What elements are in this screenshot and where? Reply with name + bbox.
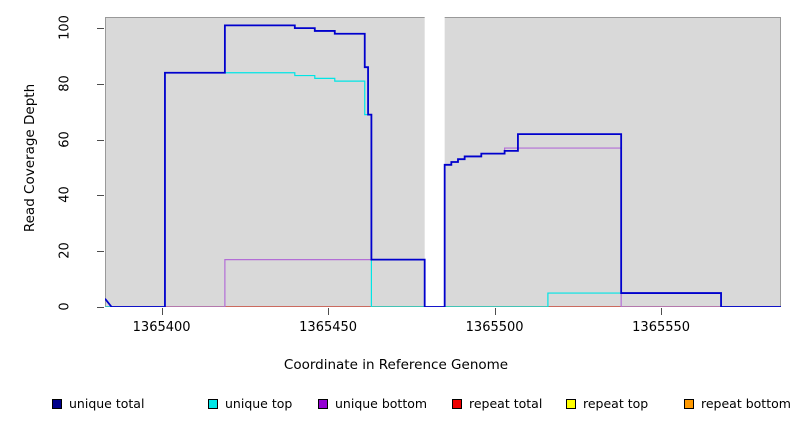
legend-label: unique total (69, 396, 145, 411)
legend-label: repeat total (469, 396, 543, 411)
legend-label: unique top (225, 396, 293, 411)
x-tick-label: 1365500 (465, 320, 524, 335)
legend-item-unique-total[interactable]: unique total (52, 396, 145, 411)
legend-swatch-icon (208, 399, 218, 409)
y-tick-label: 80 (57, 75, 73, 92)
x-tick-mark (494, 308, 496, 315)
y-tick-label: 0 (57, 302, 73, 311)
legend-item-unique-bottom[interactable]: unique bottom (318, 396, 428, 411)
legend-swatch-icon (52, 399, 62, 409)
legend-item-unique-top[interactable]: unique top (208, 396, 293, 411)
y-tick-label: 100 (57, 15, 73, 41)
plot-area (105, 17, 781, 307)
legend-label: repeat bottom (701, 396, 791, 411)
legend-item-repeat-top[interactable]: repeat top (566, 396, 649, 411)
x-tick-label: 1365550 (632, 320, 691, 335)
legend-swatch-icon (318, 399, 328, 409)
y-tick-mark (97, 195, 104, 197)
legend-swatch-icon (452, 399, 462, 409)
series-canvas (105, 17, 781, 307)
gap-region (424, 17, 445, 307)
chart-legend: unique total unique top unique bottom repea… (0, 396, 792, 420)
series-line-unique-total (105, 24, 781, 307)
y-axis-title: Read Coverage Depth (22, 83, 38, 233)
series-line-unique-top (105, 72, 781, 307)
x-axis-title: Coordinate in Reference Genome (283, 357, 509, 373)
y-tick-mark (97, 28, 104, 30)
y-tick-mark (97, 307, 104, 308)
legend-item-repeat-bottom[interactable]: repeat bottom (684, 396, 791, 411)
x-tick-mark (661, 308, 663, 315)
y-tick-label: 60 (57, 130, 73, 148)
legend-label: repeat top (583, 396, 649, 411)
y-tick-label: 40 (57, 186, 73, 204)
y-tick-mark (97, 83, 104, 85)
x-tick-mark (328, 308, 330, 315)
legend-swatch-icon (684, 399, 694, 409)
y-tick-mark (97, 251, 104, 253)
legend-item-repeat-total[interactable]: repeat total (452, 396, 543, 411)
legend-label: unique bottom (335, 396, 428, 411)
y-tick-label: 20 (57, 242, 73, 259)
x-tick-label: 1365400 (132, 320, 191, 335)
x-tick-label: 1365450 (299, 320, 358, 335)
y-tick-mark (97, 139, 104, 141)
x-tick-mark (161, 308, 163, 315)
legend-swatch-icon (566, 399, 576, 409)
